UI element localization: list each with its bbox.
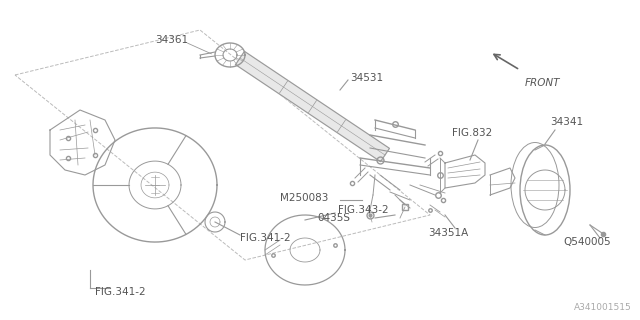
Text: 34361: 34361 — [155, 35, 188, 45]
Text: 34341: 34341 — [550, 117, 583, 127]
Text: A341001515: A341001515 — [574, 303, 632, 312]
Text: FIG.341-2: FIG.341-2 — [95, 287, 146, 297]
Text: FRONT: FRONT — [525, 78, 561, 88]
Text: M250083: M250083 — [280, 193, 328, 203]
Text: 0435S: 0435S — [317, 213, 350, 223]
Text: FIG.343-2: FIG.343-2 — [338, 205, 388, 215]
Text: 34351A: 34351A — [428, 228, 468, 238]
Text: FIG.341-2: FIG.341-2 — [240, 233, 291, 243]
Text: Q540005: Q540005 — [563, 237, 611, 247]
Text: FIG.832: FIG.832 — [452, 128, 492, 138]
Polygon shape — [236, 51, 390, 162]
Text: 34531: 34531 — [350, 73, 383, 83]
